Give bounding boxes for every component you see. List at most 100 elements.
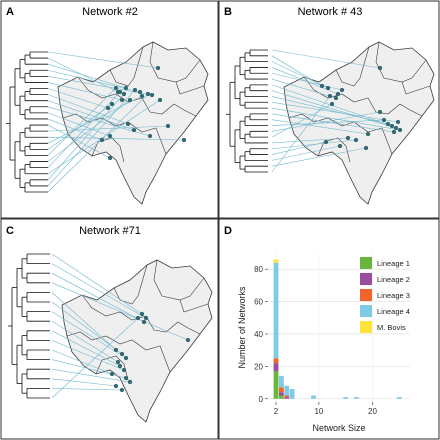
bar-segment bbox=[343, 397, 349, 399]
legend-label: M. Bovis bbox=[377, 323, 406, 332]
link-line bbox=[51, 368, 131, 383]
location-point bbox=[99, 137, 105, 143]
link-line bbox=[51, 311, 127, 359]
location-point bbox=[155, 65, 161, 71]
bar-segment bbox=[284, 397, 290, 399]
y-tick-label: 60 bbox=[254, 298, 263, 307]
link-line bbox=[271, 137, 349, 144]
link-line bbox=[47, 82, 123, 101]
location-point bbox=[157, 97, 163, 103]
location-point bbox=[335, 91, 341, 97]
transmission-links bbox=[47, 51, 187, 193]
phylo-tree bbox=[8, 253, 50, 399]
legend-swatch bbox=[360, 273, 372, 285]
link-line bbox=[271, 139, 357, 150]
bar-segment bbox=[311, 395, 316, 399]
bar-segment bbox=[273, 262, 279, 359]
location-point bbox=[127, 379, 133, 385]
location-point bbox=[327, 93, 333, 99]
legend-label: Lineage 2 bbox=[377, 275, 410, 284]
location-point bbox=[141, 319, 147, 325]
bar-segment bbox=[284, 395, 290, 398]
legend-swatch bbox=[360, 321, 372, 333]
panel-letter: C bbox=[6, 225, 14, 237]
panel-b: B Network # 43 bbox=[218, 0, 440, 219]
link-line bbox=[271, 95, 331, 173]
location-point bbox=[107, 155, 113, 161]
link-line bbox=[47, 88, 109, 109]
location-point bbox=[391, 129, 397, 135]
link-line bbox=[47, 100, 135, 131]
link-line bbox=[47, 95, 143, 144]
location-point bbox=[365, 131, 371, 137]
x-tick-label: 10 bbox=[314, 407, 323, 416]
y-tick-label: 20 bbox=[254, 362, 263, 371]
location-point bbox=[127, 97, 133, 103]
bar-segment bbox=[278, 395, 284, 399]
legend-label: Lineage 4 bbox=[377, 307, 410, 316]
link-line bbox=[271, 96, 389, 125]
bar-segment bbox=[278, 376, 284, 388]
location-point bbox=[339, 87, 345, 93]
legend-label: Lineage 1 bbox=[377, 259, 410, 268]
link-line bbox=[51, 340, 125, 371]
link-line bbox=[271, 49, 381, 69]
panel-a: A Network #2 bbox=[0, 0, 219, 219]
link-line bbox=[271, 111, 381, 132]
transmission-links bbox=[51, 253, 191, 399]
location-point bbox=[135, 315, 141, 321]
link-line bbox=[271, 147, 367, 167]
link-line bbox=[51, 301, 123, 355]
link-line bbox=[51, 388, 123, 391]
link-line bbox=[51, 282, 189, 341]
location-point bbox=[181, 137, 187, 143]
legend: Lineage 1 Lineage 2 Lineage 3 Lineage 4 M. B… bbox=[360, 257, 410, 333]
location-point bbox=[377, 65, 383, 71]
link-line bbox=[51, 317, 139, 399]
link-line bbox=[271, 90, 397, 129]
location-point bbox=[121, 367, 127, 373]
location-point bbox=[119, 387, 125, 393]
location-point bbox=[145, 91, 151, 97]
link-line bbox=[51, 253, 143, 315]
panel-title: Network # 43 bbox=[298, 6, 363, 18]
location-point bbox=[319, 83, 325, 89]
location-point bbox=[109, 371, 115, 377]
link-line bbox=[51, 263, 147, 319]
location-point bbox=[131, 127, 137, 133]
link-line bbox=[271, 72, 343, 91]
link-line bbox=[51, 272, 145, 323]
link-line bbox=[47, 91, 121, 168]
location-point bbox=[117, 89, 123, 95]
location-point bbox=[323, 139, 329, 145]
link-line bbox=[271, 145, 341, 161]
bar-segment bbox=[396, 397, 402, 399]
bar-segment bbox=[289, 389, 295, 399]
panel-title: Network #2 bbox=[82, 6, 138, 18]
location-point bbox=[381, 117, 387, 123]
location-point bbox=[393, 125, 399, 131]
link-line bbox=[47, 94, 129, 125]
legend-label: Lineage 3 bbox=[377, 291, 410, 300]
location-point bbox=[363, 145, 369, 151]
x-tick-label: 20 bbox=[368, 407, 377, 416]
link-line bbox=[47, 125, 169, 132]
link-line bbox=[47, 87, 117, 156]
location-point bbox=[353, 137, 359, 143]
location-point bbox=[125, 121, 131, 127]
location-point bbox=[109, 101, 115, 107]
legend-swatch bbox=[360, 289, 372, 301]
panel-letter: D bbox=[224, 225, 232, 237]
location-point bbox=[325, 85, 331, 91]
bar-segment bbox=[273, 371, 279, 399]
location-point bbox=[137, 89, 143, 95]
link-line bbox=[47, 51, 159, 69]
link-line bbox=[51, 292, 117, 351]
location-point bbox=[139, 311, 145, 317]
bar-segment bbox=[284, 385, 290, 396]
legend-swatch bbox=[360, 305, 372, 317]
location-point bbox=[165, 123, 171, 129]
y-tick-label: 40 bbox=[254, 330, 263, 339]
link-line bbox=[271, 103, 333, 138]
location-point bbox=[119, 97, 125, 103]
